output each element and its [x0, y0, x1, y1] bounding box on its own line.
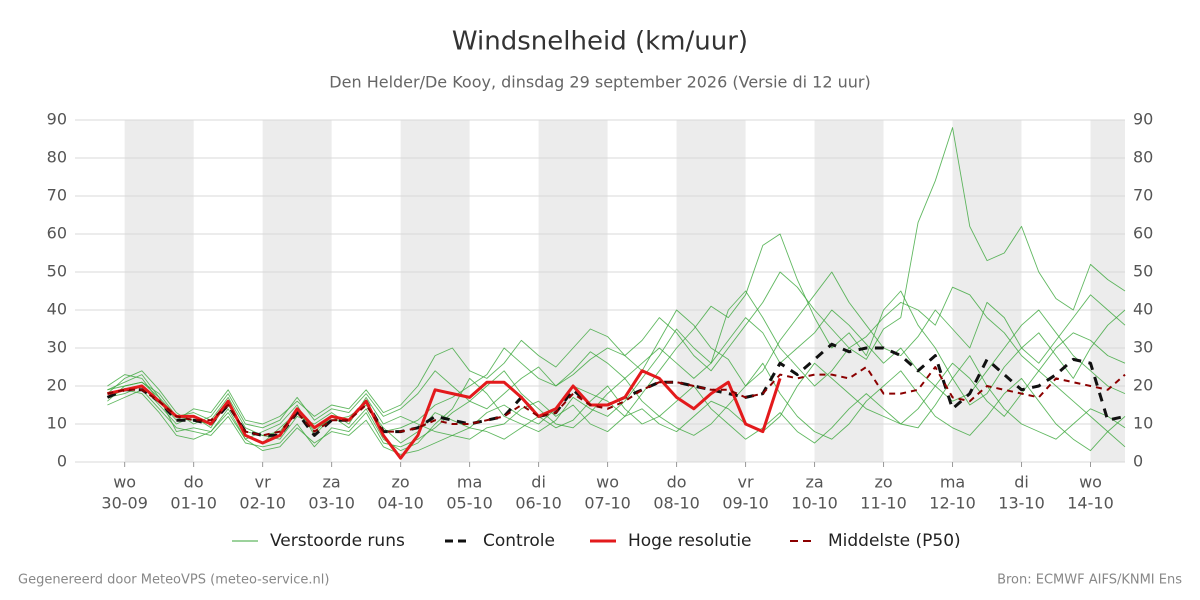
y2-tick-label: 60: [1133, 224, 1153, 243]
x-tick-label: zo: [874, 473, 892, 492]
x-tick-date: 13-10: [998, 494, 1045, 513]
x-tick-date: 07-10: [584, 494, 631, 513]
chart-subtitle: Den Helder/De Kooy, dinsdag 29 september…: [329, 73, 870, 92]
day-band: [124, 120, 194, 462]
x-tick-label: za: [323, 473, 341, 492]
day-band: [814, 120, 884, 462]
x-tick-date: 06-10: [515, 494, 562, 513]
ensemble-line: [107, 233, 1126, 444]
x-tick-label: vr: [255, 473, 271, 492]
plot-area: [75, 119, 1126, 467]
y-tick-label: 0: [57, 452, 67, 471]
x-tick-date: 11-10: [860, 494, 907, 513]
y2-tick-label: 70: [1133, 186, 1153, 205]
x-tick-date: 08-10: [653, 494, 700, 513]
y-tick-label: 30: [47, 338, 67, 357]
y2-tick-label: 50: [1133, 262, 1153, 281]
x-tick-label: di: [1014, 473, 1029, 492]
x-tick-date: 30-09: [101, 494, 148, 513]
legend-label: Controle: [483, 531, 555, 551]
day-band: [676, 120, 746, 462]
y-tick-label: 50: [47, 262, 67, 281]
x-tick-label: za: [805, 473, 823, 492]
y2-tick-label: 10: [1133, 414, 1153, 433]
x-tick-date: 14-10: [1067, 494, 1114, 513]
y-tick-label: 90: [47, 110, 67, 129]
day-band: [1090, 120, 1125, 462]
x-tick-label: wo: [1079, 473, 1102, 492]
ensemble-line: [107, 362, 1126, 455]
series-line: [107, 366, 1126, 437]
x-tick-date: 05-10: [446, 494, 493, 513]
y-tick-label: 40: [47, 300, 67, 319]
x-tick-label: ma: [940, 473, 965, 492]
x-tick-label: vr: [738, 473, 754, 492]
y2-tick-label: 20: [1133, 376, 1153, 395]
y2-tick-label: 30: [1133, 338, 1153, 357]
x-tick-date: 03-10: [308, 494, 355, 513]
footer-left: Gegenereerd door MeteoVPS (meteo-service…: [18, 573, 329, 588]
x-tick-date: 01-10: [170, 494, 217, 513]
legend-label: Verstoorde runs: [270, 531, 405, 551]
y-tick-label: 80: [47, 148, 67, 167]
ensemble-line: [107, 362, 1126, 452]
y-tick-label: 10: [47, 414, 67, 433]
chart-title: Windsnelheid (km/uur): [452, 27, 748, 57]
x-tick-label: ma: [457, 473, 482, 492]
legend-label: Hoge resolutie: [628, 531, 752, 551]
x-tick-date: 12-10: [929, 494, 976, 513]
ensemble-line: [107, 355, 1126, 440]
day-band: [400, 120, 470, 462]
x-tick-label: di: [531, 473, 546, 492]
day-band: [952, 120, 1022, 462]
ensemble-line: [107, 271, 1126, 425]
y2-tick-label: 80: [1133, 148, 1153, 167]
x-tick-label: do: [184, 473, 204, 492]
y2-tick-label: 90: [1133, 110, 1153, 129]
x-tick-label: wo: [113, 473, 136, 492]
y-tick-label: 60: [47, 224, 67, 243]
y-tick-label: 70: [47, 186, 67, 205]
x-tick-label: zo: [392, 473, 410, 492]
y-tick-label: 20: [47, 376, 67, 395]
footer-right: Bron: ECMWF AIFS/KNMI Ens: [997, 573, 1182, 588]
legend-label: Middelste (P50): [828, 531, 961, 551]
ensemble-line: [107, 271, 1126, 429]
x-tick-date: 02-10: [239, 494, 286, 513]
x-tick-date: 10-10: [791, 494, 838, 513]
x-tick-label: wo: [596, 473, 619, 492]
y2-tick-label: 0: [1133, 452, 1143, 471]
x-tick-date: 04-10: [377, 494, 424, 513]
y2-tick-label: 40: [1133, 300, 1153, 319]
x-tick-label: do: [667, 473, 687, 492]
x-tick-date: 09-10: [722, 494, 769, 513]
